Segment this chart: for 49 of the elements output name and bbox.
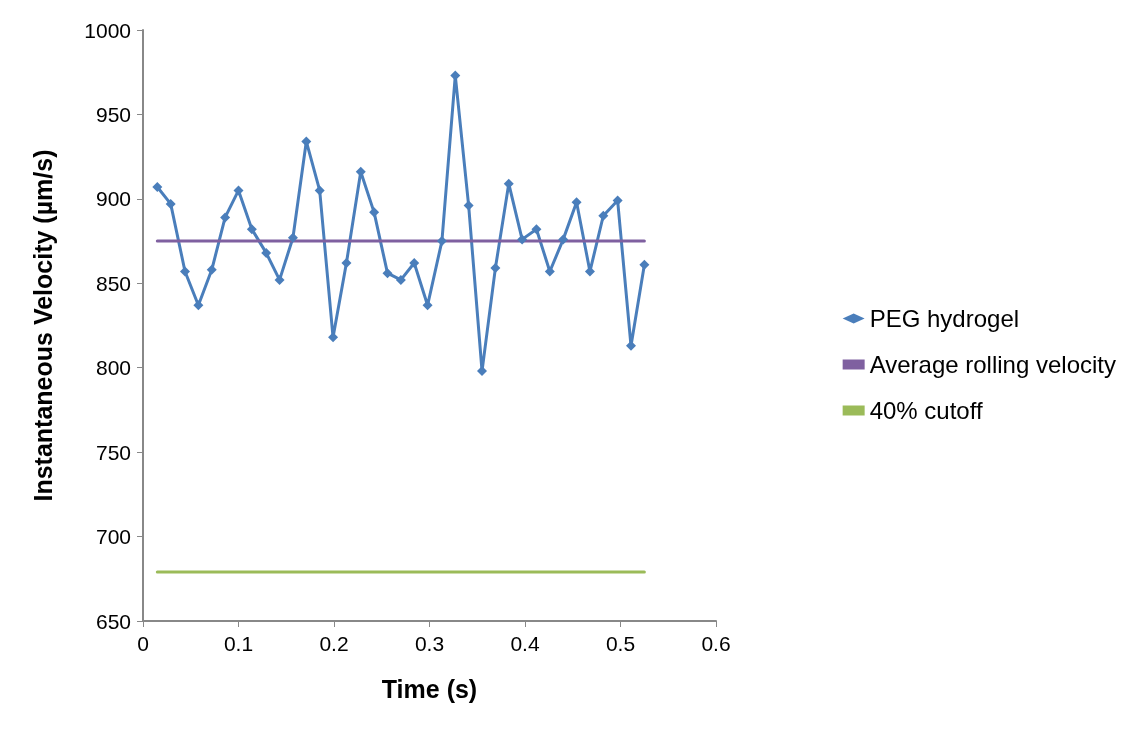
x-tick-label: 0.3 <box>414 632 445 655</box>
point <box>382 268 393 279</box>
x-tick-label: 0 <box>137 632 149 655</box>
point <box>517 234 528 245</box>
point <box>463 200 474 211</box>
point <box>274 274 285 285</box>
point <box>233 185 244 196</box>
point <box>193 300 204 311</box>
point <box>639 259 650 270</box>
point <box>220 212 231 223</box>
point <box>328 332 339 343</box>
point <box>246 224 257 235</box>
y-tick-label: 900 <box>95 187 131 211</box>
y-tick-label: 850 <box>95 271 131 295</box>
y-tick-label: 750 <box>95 440 131 464</box>
y-tick-label: 650 <box>95 609 131 633</box>
point <box>341 258 352 269</box>
point <box>531 224 542 235</box>
x-tick-label: 0.6 <box>701 632 731 655</box>
point <box>206 264 217 275</box>
point <box>558 234 569 245</box>
y-tick-label: 800 <box>95 356 131 380</box>
point <box>314 185 325 196</box>
point <box>287 232 298 243</box>
legend-label: 40% cutoff <box>869 397 983 424</box>
point <box>490 263 501 274</box>
x-tick-label: 0.2 <box>319 632 349 655</box>
x-tick-label: 0.1 <box>223 632 254 655</box>
point <box>612 195 623 206</box>
y-tick-label: 950 <box>95 102 131 126</box>
y-axis-title: Instantaneous Velocity (µm/s) <box>28 149 57 502</box>
point <box>369 207 380 218</box>
point <box>152 182 163 193</box>
point <box>395 274 406 285</box>
x-tick-label: 0.5 <box>605 632 636 655</box>
point <box>598 210 609 221</box>
point <box>477 366 488 377</box>
point <box>436 236 447 247</box>
legend-label: Average rolling velocity <box>869 351 1117 378</box>
point <box>180 266 191 277</box>
y-tick-label: 700 <box>95 525 131 549</box>
point <box>409 258 420 269</box>
x-tick-label: 0.4 <box>510 632 540 655</box>
point <box>544 266 555 277</box>
point <box>261 247 272 258</box>
legend-label: PEG hydrogel <box>869 305 1020 332</box>
point <box>165 198 176 209</box>
x-axis-title: Time (s) <box>381 674 478 703</box>
y-tick-label: 1000 <box>84 18 131 42</box>
